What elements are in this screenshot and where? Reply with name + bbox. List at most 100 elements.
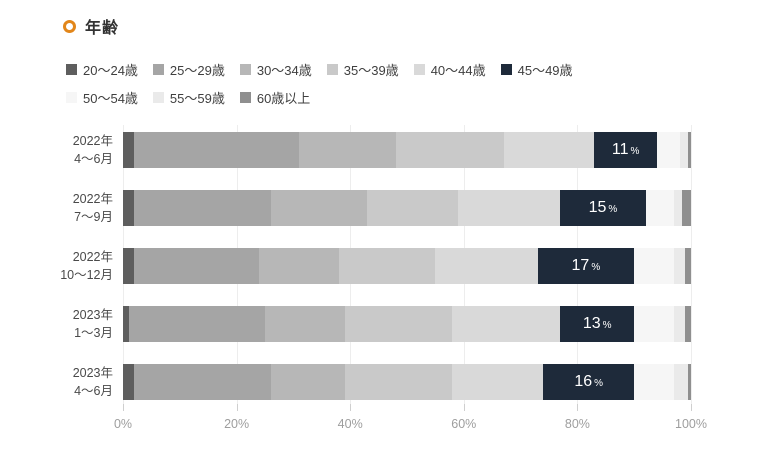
legend-label: 50〜54歳 xyxy=(83,91,138,106)
bar-segment xyxy=(679,132,689,168)
bar-segment xyxy=(123,190,135,226)
legend-swatch-icon xyxy=(326,64,338,75)
bar-value-number: 16 xyxy=(574,373,593,390)
bar-value-number: 15 xyxy=(588,199,607,216)
bar-value-number: 13 xyxy=(582,315,601,332)
bar-segment xyxy=(259,248,339,284)
bar-value-label: 11% xyxy=(612,141,640,159)
bar-row: 2022年 10〜12月 17% xyxy=(0,248,760,284)
bar-segment: 16% xyxy=(543,364,635,400)
bar-value-percent-sign: % xyxy=(591,262,601,273)
bar-segment xyxy=(634,364,674,400)
bar-segment xyxy=(123,132,135,168)
legend-item: 35〜39歳 xyxy=(326,60,399,79)
bar-segment xyxy=(299,132,396,168)
category-label-line2: 1〜3月 xyxy=(74,326,113,340)
bar-segment xyxy=(685,248,691,284)
bar-row: 2023年 4〜6月 16% xyxy=(0,364,760,400)
bar-value-label: 13% xyxy=(583,315,612,333)
legend-swatch-icon xyxy=(500,64,512,75)
axis-tick-label: 100% xyxy=(675,417,707,431)
axis-tick xyxy=(691,404,692,411)
category-label-line1: 2023年 xyxy=(72,365,113,380)
legend-item: 20〜24歳 xyxy=(66,60,138,79)
category-label: 2022年 7〜9月 xyxy=(0,190,113,226)
legend: 20〜24歳 25〜29歳 30〜34歳 35〜39歳 40〜44歳 45〜49歳 50〜5… xyxy=(66,60,706,116)
bar-segment xyxy=(673,364,689,400)
stacked-bar: 17% xyxy=(123,248,691,284)
bar-segment xyxy=(435,248,538,284)
bar-segment xyxy=(673,190,683,226)
bar-segment xyxy=(458,190,561,226)
legend-swatch-icon xyxy=(66,92,77,103)
bar-segment xyxy=(673,306,686,342)
category-label: 2023年 4〜6月 xyxy=(0,364,113,400)
bar-segment xyxy=(128,306,265,342)
legend-row: 50〜54歳 55〜59歳 60歳以上 xyxy=(66,88,706,107)
legend-item: 30〜34歳 xyxy=(239,60,312,79)
legend-swatch-icon xyxy=(239,64,251,75)
stacked-bar: 16% xyxy=(123,364,691,400)
bar-value-label: 15% xyxy=(589,199,618,217)
plot: 0% 20% 40% 60% 80% 100% 2022年 4〜6月 11% 2022年 7〜9月… xyxy=(0,125,760,431)
legend-swatch-icon xyxy=(152,92,164,103)
category-label-line2: 10〜12月 xyxy=(60,268,113,282)
bar-segment xyxy=(367,190,459,226)
axis-tick-label: 80% xyxy=(564,417,590,431)
bar-segment xyxy=(395,132,504,168)
bar-segment: 13% xyxy=(560,306,635,342)
bar-segment: 15% xyxy=(560,190,646,226)
bar-segment xyxy=(134,248,260,284)
bar-segment xyxy=(688,364,691,400)
bar-segment xyxy=(688,132,691,168)
bar-segment xyxy=(452,306,561,342)
legend-item: 25〜29歳 xyxy=(152,60,225,79)
bar-segment: 17% xyxy=(537,248,635,284)
bar-segment xyxy=(503,132,595,168)
bar-value-percent-sign: % xyxy=(608,204,618,215)
axis-tick-label: 20% xyxy=(224,417,250,431)
axis-tick xyxy=(236,404,238,411)
bar-value-percent-sign: % xyxy=(594,378,604,389)
category-label-line1: 2023年 xyxy=(72,307,113,322)
axis-tick-label: 40% xyxy=(337,417,363,431)
bar-value-label: 16% xyxy=(574,373,603,391)
bar-segment xyxy=(673,248,686,284)
bar-segment xyxy=(645,190,674,226)
bar-segment xyxy=(685,306,691,342)
bar-row: 2022年 7〜9月 15% xyxy=(0,190,760,226)
category-label-line1: 2022年 xyxy=(72,191,113,206)
legend-swatch-icon xyxy=(413,64,425,75)
axis-tick xyxy=(123,404,124,411)
legend-label: 60歳以上 xyxy=(256,91,311,106)
category-label-line1: 2022年 xyxy=(72,249,113,264)
stacked-bar: 11% xyxy=(123,132,691,168)
bar-value-number: 17 xyxy=(571,257,590,274)
bar-segment xyxy=(270,364,345,400)
category-label-line1: 2022年 xyxy=(72,133,113,148)
legend-label: 40〜44歳 xyxy=(430,63,486,78)
chart-title-row: 年齢 xyxy=(63,14,119,38)
bar-segment xyxy=(134,190,271,226)
legend-swatch-icon xyxy=(66,64,77,75)
bar-segment: 11% xyxy=(594,132,657,168)
category-label: 2023年 1〜3月 xyxy=(0,306,113,342)
bar-segment xyxy=(264,306,345,342)
bar-value-percent-sign: % xyxy=(602,320,612,331)
bar-value-label: 17% xyxy=(572,257,601,275)
legend-label: 25〜29歳 xyxy=(169,63,225,78)
bar-segment xyxy=(134,132,300,168)
chart-title: 年齢 xyxy=(85,20,120,37)
bar-segment xyxy=(344,364,453,400)
legend-row: 20〜24歳 25〜29歳 30〜34歳 35〜39歳 40〜44歳 45〜49歳 xyxy=(66,60,706,79)
legend-swatch-icon xyxy=(239,92,251,103)
bar-segment xyxy=(634,306,674,342)
category-label: 2022年 10〜12月 xyxy=(0,248,113,284)
legend-item: 40〜44歳 xyxy=(413,60,486,79)
axis-tick xyxy=(577,404,579,411)
axis-tick xyxy=(463,404,465,411)
bar-segment xyxy=(123,306,129,342)
bar-segment xyxy=(123,248,135,284)
stacked-bar: 15% xyxy=(123,190,691,226)
